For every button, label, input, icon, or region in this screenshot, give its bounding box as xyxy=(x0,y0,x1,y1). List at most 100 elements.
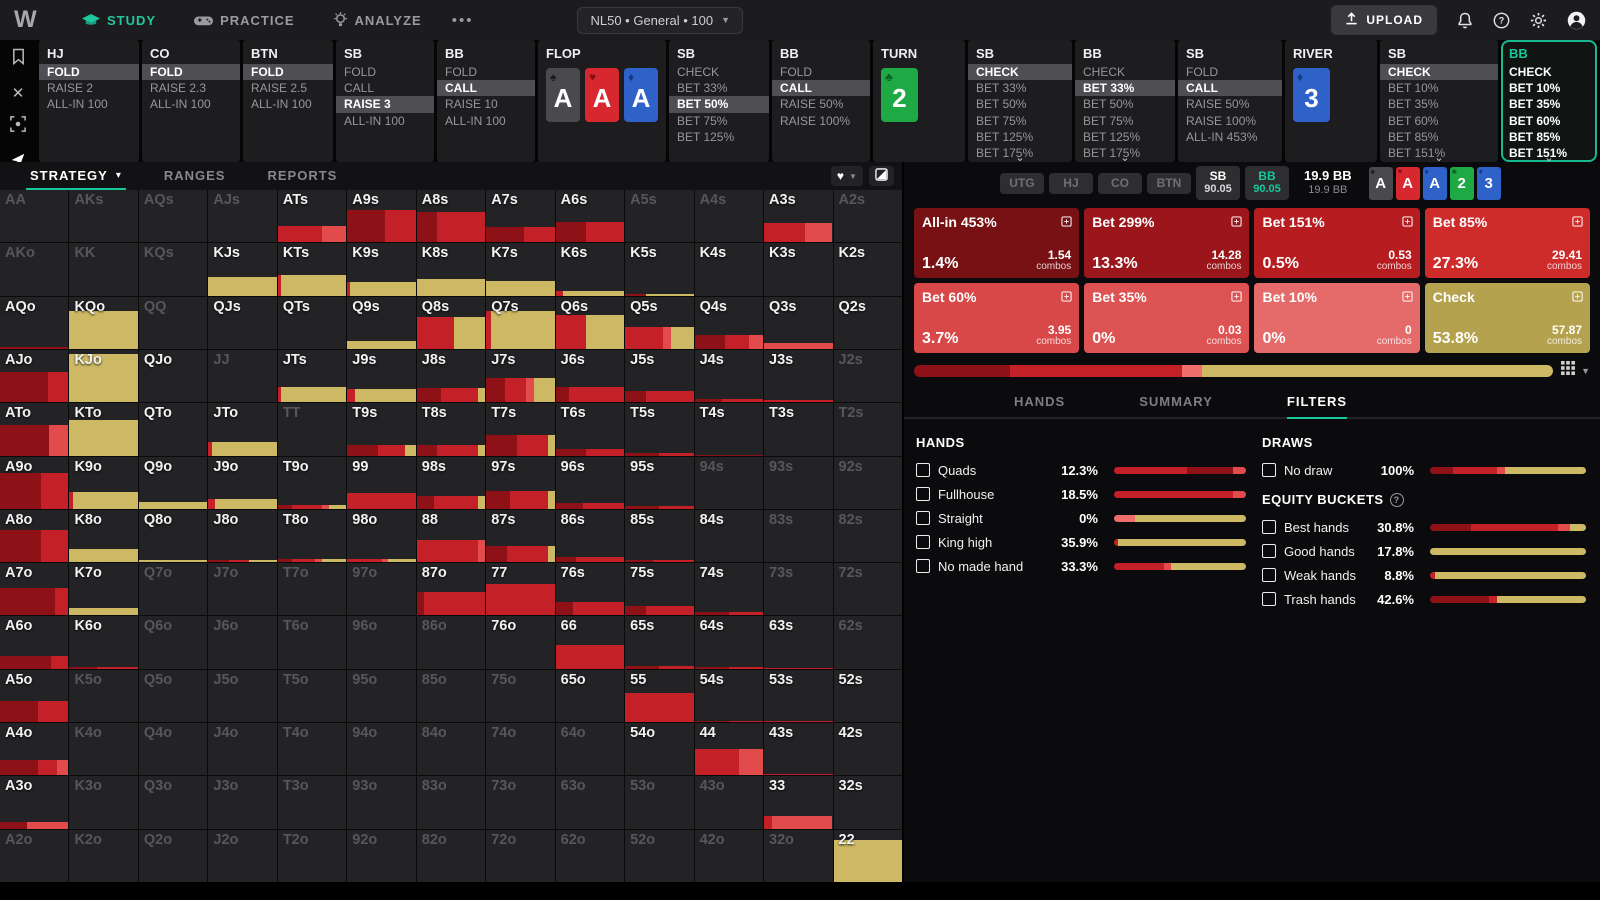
matrix-cell-KK[interactable]: KK xyxy=(69,243,138,296)
matrix-cell-94s[interactable]: 94s xyxy=(694,456,764,509)
action-card-bet-85-[interactable]: Bet 85% 27.3% 29.41 combos xyxy=(1424,208,1590,278)
matrix-cell-T8s[interactable]: T8s xyxy=(416,403,486,456)
history-action-option[interactable]: RAISE 3 xyxy=(336,96,434,113)
matrix-cell-J3s[interactable]: J3s xyxy=(764,349,833,403)
bookmark-icon[interactable] xyxy=(11,48,26,70)
matrix-cell-J6o[interactable]: J6o xyxy=(208,616,277,669)
matrix-cell-K7s[interactable]: K7s xyxy=(486,243,555,296)
matrix-cell-J2o[interactable]: J2o xyxy=(208,829,277,882)
matrix-cell-84s[interactable]: 84s xyxy=(694,509,764,563)
matrix-cell-J3o[interactable]: J3o xyxy=(208,776,277,829)
matrix-cell-44[interactable]: 44 xyxy=(694,723,764,776)
tab-ranges[interactable]: RANGES xyxy=(163,167,226,183)
more-actions-caret[interactable]: ⌄ xyxy=(1015,152,1025,162)
matrix-cell-64o[interactable]: 64o xyxy=(555,723,625,776)
range-popout-icon[interactable] xyxy=(1572,289,1583,307)
history-action-option[interactable]: FOLD xyxy=(445,65,478,79)
matrix-cell-Q4s[interactable]: Q4s xyxy=(694,296,764,349)
matrix-cell-T9s[interactable]: T9s xyxy=(347,403,416,456)
matrix-cell-A2s[interactable]: A2s xyxy=(833,190,902,243)
matrix-cell-42o[interactable]: 42o xyxy=(694,829,764,882)
matrix-cell-76s[interactable]: 76s xyxy=(555,563,625,616)
matrix-cell-98s[interactable]: 98s xyxy=(416,456,486,509)
history-action-option[interactable]: RAISE 2.5 xyxy=(251,81,308,96)
matrix-cell-63o[interactable]: 63o xyxy=(555,776,625,829)
matrix-cell-54s[interactable]: 54s xyxy=(694,669,764,723)
matrix-cell-T2o[interactable]: T2o xyxy=(277,829,347,882)
position-chip-BTN[interactable]: BTN xyxy=(1146,172,1191,194)
checkbox[interactable] xyxy=(1261,544,1276,558)
matrix-cell-66[interactable]: 66 xyxy=(555,616,625,669)
help-icon[interactable]: ? xyxy=(1493,12,1510,29)
matrix-cell-87s[interactable]: 87s xyxy=(486,509,555,563)
history-action-option[interactable]: FOLD xyxy=(780,65,813,79)
account-avatar-icon[interactable] xyxy=(1567,11,1586,30)
history-action-option[interactable]: BET 33% xyxy=(677,81,728,96)
history-action-option[interactable]: RAISE 100% xyxy=(1186,113,1257,128)
history-action-option[interactable]: CHECK xyxy=(677,65,720,79)
action-card-bet-35-[interactable]: Bet 35% 0% 0.03 combos xyxy=(1084,283,1250,353)
matrix-cell-A8s[interactable]: A8s xyxy=(416,190,486,243)
position-chip-BB[interactable]: BB 90.05 xyxy=(1244,166,1289,200)
history-action-option[interactable]: BET 85% xyxy=(1509,129,1561,144)
matrix-cell-Q3o[interactable]: Q3o xyxy=(138,776,208,829)
matrix-cell-K5s[interactable]: K5s xyxy=(625,243,694,296)
matrix-cell-K6o[interactable]: K6o xyxy=(69,616,138,669)
checkbox[interactable] xyxy=(915,463,930,477)
matrix-cell-98o[interactable]: 98o xyxy=(347,509,416,563)
nav-study[interactable]: STUDY xyxy=(66,0,172,40)
matrix-cell-J5o[interactable]: J5o xyxy=(208,669,277,723)
matrix-cell-95o[interactable]: 95o xyxy=(347,669,416,723)
matrix-cell-K4o[interactable]: K4o xyxy=(69,723,138,776)
history-action-option[interactable]: ALL-IN 100 xyxy=(445,113,506,128)
matrix-cell-86s[interactable]: 86s xyxy=(555,509,625,563)
action-card-check[interactable]: Check 53.8% 57.87 combos xyxy=(1424,283,1590,353)
matrix-cell-Q5o[interactable]: Q5o xyxy=(138,669,208,723)
matrix-cell-33[interactable]: 33 xyxy=(764,776,833,829)
range-popout-icon[interactable] xyxy=(1061,289,1072,307)
history-action-option[interactable]: BET 10% xyxy=(1388,81,1439,96)
matrix-cell-Q4o[interactable]: Q4o xyxy=(138,723,208,776)
matrix-cell-43o[interactable]: 43o xyxy=(694,776,764,829)
history-action-option[interactable]: RAISE 50% xyxy=(780,97,844,112)
history-action-option[interactable]: BET 151% xyxy=(1388,146,1446,161)
checkbox[interactable] xyxy=(1261,592,1276,606)
matrix-cell-77[interactable]: 77 xyxy=(486,563,555,616)
range-popout-icon[interactable] xyxy=(1061,214,1072,232)
matrix-cell-96s[interactable]: 96s xyxy=(555,456,625,509)
matrix-cell-Q9s[interactable]: Q9s xyxy=(347,296,416,349)
aggregate-strategy-bar[interactable] xyxy=(913,364,1554,377)
matrix-cell-99[interactable]: 99 xyxy=(347,456,416,509)
matrix-cell-82o[interactable]: 82o xyxy=(416,829,486,882)
tab-strategy[interactable]: STRATEGY ▾ xyxy=(26,162,126,190)
matrix-cell-T5o[interactable]: T5o xyxy=(277,669,347,723)
matrix-cell-54o[interactable]: 54o xyxy=(625,723,694,776)
tab-hands[interactable]: HANDS xyxy=(1013,394,1066,409)
help-circle-icon[interactable]: ? xyxy=(1389,492,1404,507)
matrix-cell-93s[interactable]: 93s xyxy=(764,456,833,509)
matrix-cell-88[interactable]: 88 xyxy=(416,509,486,563)
history-action-option[interactable]: CALL xyxy=(344,81,375,96)
matrix-cell-43s[interactable]: 43s xyxy=(764,723,833,776)
matrix-cell-85s[interactable]: 85s xyxy=(625,509,694,563)
matrix-cell-Q2o[interactable]: Q2o xyxy=(138,829,208,882)
matrix-cell-QTo[interactable]: QTo xyxy=(138,403,208,456)
matrix-cell-93o[interactable]: 93o xyxy=(347,776,416,829)
nav-practice[interactable]: PRACTICE xyxy=(178,0,310,40)
matrix-cell-85o[interactable]: 85o xyxy=(416,669,486,723)
matrix-cell-73o[interactable]: 73o xyxy=(486,776,555,829)
position-chip-HJ[interactable]: HJ xyxy=(1048,172,1093,194)
history-action-option[interactable]: CHECK xyxy=(968,64,1072,81)
history-action-option[interactable]: CHECK xyxy=(1083,65,1126,79)
matrix-cell-76o[interactable]: 76o xyxy=(486,616,555,669)
history-action-option[interactable]: BET 151% xyxy=(1509,146,1568,161)
matrix-cell-AJs[interactable]: AJs xyxy=(208,190,277,243)
matrix-cell-32s[interactable]: 32s xyxy=(833,776,902,829)
matrix-cell-87o[interactable]: 87o xyxy=(416,563,486,616)
matrix-cell-KTs[interactable]: KTs xyxy=(277,243,347,296)
matrix-cell-J4s[interactable]: J4s xyxy=(694,349,764,403)
matrix-cell-AKs[interactable]: AKs xyxy=(69,190,138,243)
matrix-cell-A3o[interactable]: A3o xyxy=(0,776,69,829)
matrix-cell-KQo[interactable]: KQo xyxy=(69,296,138,349)
checkbox[interactable] xyxy=(915,487,930,501)
